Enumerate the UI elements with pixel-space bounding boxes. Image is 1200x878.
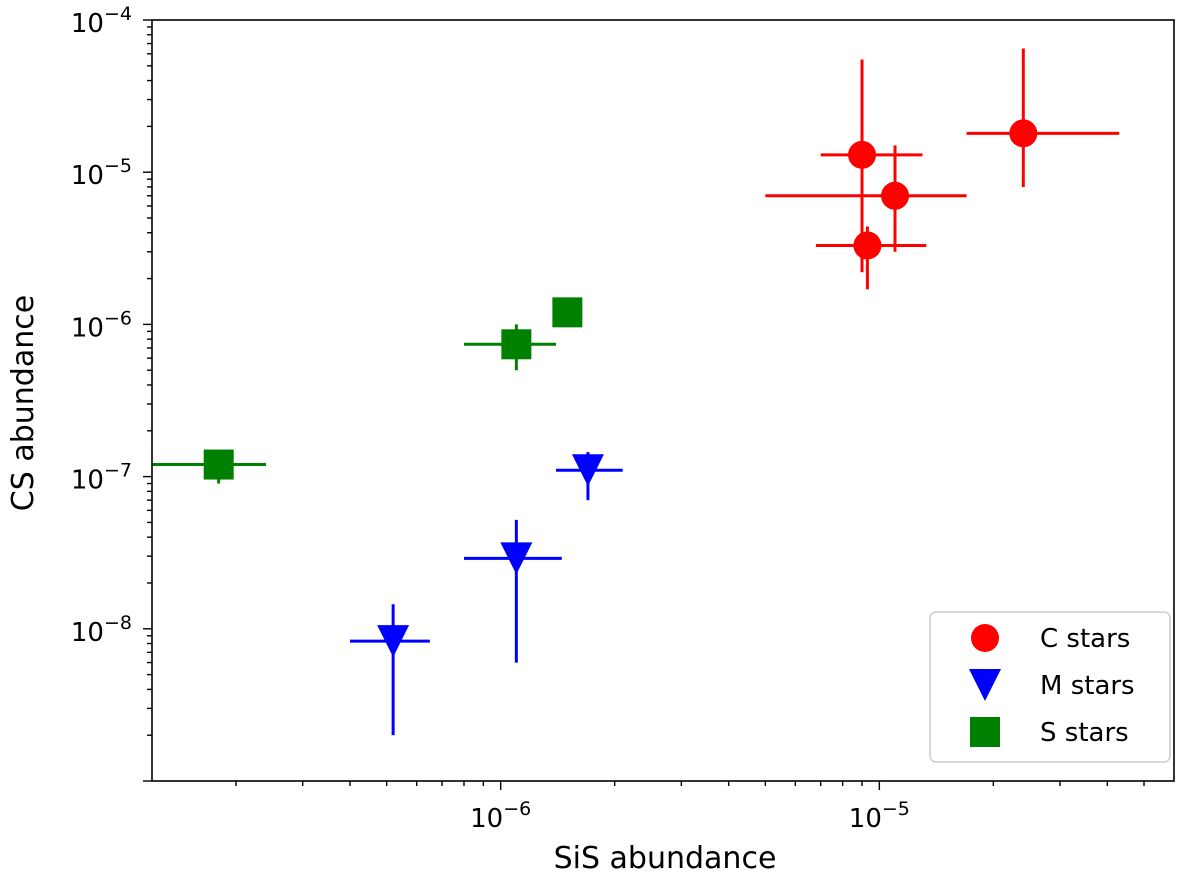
c-stars-point-2 (881, 181, 910, 210)
legend-c-stars-marker (971, 624, 999, 652)
y-tick-label-3: 10−6 (71, 307, 132, 343)
m-stars-point-1 (377, 625, 410, 658)
legend: C stars M stars S stars (929, 611, 1171, 763)
legend-s-stars-marker (970, 717, 1000, 747)
legend-c-stars-label: C stars (1040, 624, 1130, 654)
x-tick-label-2: 10−5 (849, 798, 910, 834)
legend-m-stars-label: M stars (1040, 671, 1135, 701)
y-axis-label: CS abundance (6, 295, 41, 511)
legend-s-stars-label: S stars (1040, 718, 1129, 748)
plot-frame (151, 19, 1175, 782)
x-tick-label-1: 10−6 (470, 798, 531, 834)
s-stars-point-3 (552, 297, 583, 328)
marker-layer (203, 119, 1038, 658)
y-tick-label-5: 10−4 (71, 3, 132, 39)
y-tick-label-2: 10−7 (71, 460, 132, 496)
s-stars-point-1 (203, 449, 234, 480)
axes-layer: 10−6 10−5 10−8 10−7 10−6 10−5 10−4 (71, 3, 1175, 834)
legend-m-stars-marker (969, 669, 1001, 701)
y-tick-label-4: 10−5 (71, 155, 132, 191)
c-stars-point-4 (1009, 119, 1038, 148)
c-stars-point-3 (853, 231, 882, 260)
m-stars-point-2 (500, 542, 533, 575)
s-stars-point-2 (501, 329, 532, 360)
y-tick-label-1: 10−8 (71, 612, 132, 648)
m-stars-point-3 (571, 454, 604, 487)
c-stars-point-1 (848, 140, 877, 169)
x-axis-label: SiS abundance (554, 841, 777, 876)
